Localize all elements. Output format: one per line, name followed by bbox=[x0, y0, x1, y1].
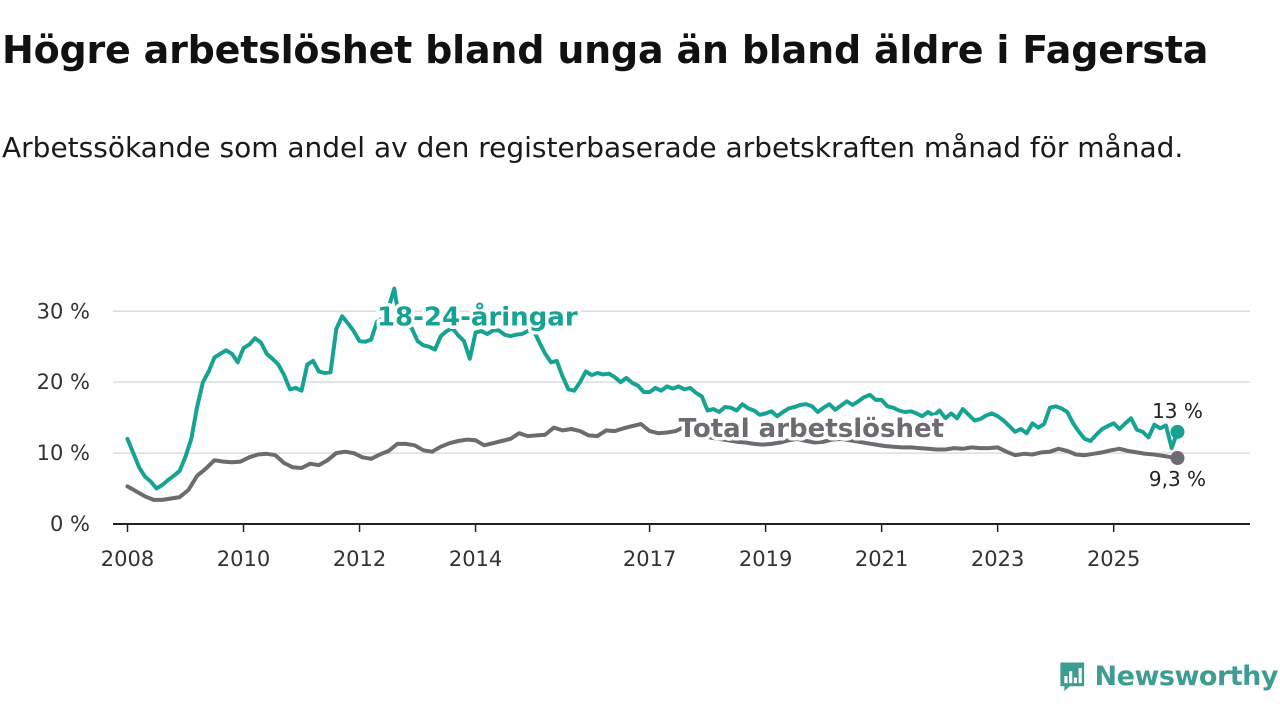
line-chart: 2008 2010 2012 2014 2017 2019 2021 2023 2025 0 %… bbox=[37, 286, 1250, 571]
series-label-1: Total arbetslöshet bbox=[679, 414, 944, 444]
x-tick-label: 2023 bbox=[971, 547, 1024, 571]
chart-title: Högre arbetslöshet bland unga än bland ä… bbox=[2, 28, 1209, 72]
y-axis: 0 % 10 % 20 % 30 % bbox=[37, 299, 90, 536]
chart-subtitle: Arbetssökande som andel av den registerb… bbox=[2, 131, 1184, 164]
series-end-point-1 bbox=[1170, 451, 1185, 466]
y-tick-label: 0 % bbox=[50, 512, 90, 536]
newsworthy-logo-text: Newsworthy bbox=[1094, 660, 1279, 692]
x-tick-label: 2025 bbox=[1087, 547, 1140, 571]
series-line-1 bbox=[125, 422, 1180, 502]
series-end-point-0 bbox=[1170, 424, 1185, 439]
x-tick-label: 2019 bbox=[739, 547, 792, 571]
series-end-label-0: 13 % bbox=[1152, 399, 1203, 423]
series-labels: 18-24-åringar 13 % Total arbetslöshet 9,3 % bbox=[373, 297, 1206, 491]
series-end-label-1: 9,3 % bbox=[1149, 467, 1206, 491]
y-tick-label: 10 % bbox=[37, 441, 90, 465]
x-tick-label: 2014 bbox=[449, 547, 502, 571]
x-tick-label: 2017 bbox=[623, 547, 676, 571]
y-tick-label: 20 % bbox=[37, 370, 90, 394]
x-tick-label: 2010 bbox=[217, 547, 270, 571]
x-tick-label: 2008 bbox=[101, 547, 154, 571]
x-axis: 2008 2010 2012 2014 2017 2019 2021 2023 2025 bbox=[101, 523, 1250, 571]
y-tick-label: 30 % bbox=[37, 299, 90, 323]
series-line-0 bbox=[125, 286, 1180, 491]
newsworthy-logo: Newsworthy bbox=[1058, 654, 1279, 698]
x-tick-label: 2021 bbox=[855, 547, 908, 571]
series-label-0: 18-24-åringar bbox=[377, 300, 578, 332]
series-lines bbox=[125, 286, 1185, 502]
x-tick-label: 2012 bbox=[333, 547, 386, 571]
newsworthy-logo-icon bbox=[1060, 662, 1085, 692]
